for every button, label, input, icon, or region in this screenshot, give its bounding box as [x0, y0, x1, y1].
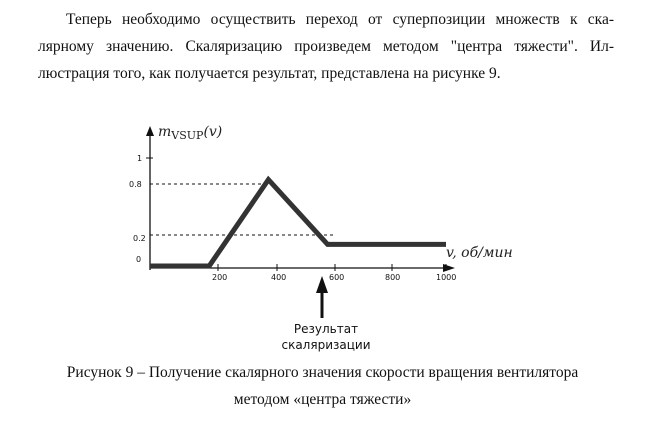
paragraph-line-1: Теперь необходимо осуществить переход от…	[66, 11, 614, 28]
series-line	[150, 175, 446, 269]
y-axis-label: mVSUP(v)	[158, 124, 222, 142]
y-tick-label-02: 0.2	[133, 234, 146, 243]
y-axis-label-arg: (v)	[203, 124, 222, 140]
x-ticks	[217, 264, 447, 271]
result-label-2: скаляризации	[281, 338, 370, 352]
x-tick-label-800: 800	[385, 273, 400, 282]
result-arrow-head	[316, 276, 328, 293]
x-tick-label-400: 400	[271, 273, 286, 282]
result-label-1: Результат	[294, 322, 358, 336]
y-tick-label-0: 0	[136, 255, 141, 264]
x-tick-label-600: 600	[329, 273, 344, 282]
body-paragraph: Теперь необходимо осуществить переход от…	[38, 6, 614, 87]
paragraph-line-3: люстрация того, как получается результат…	[38, 65, 501, 82]
y-axis-arrow	[146, 126, 154, 136]
y-tick-label-08: 0.8	[129, 180, 142, 189]
x-tick-label-200: 200	[212, 273, 227, 282]
paragraph-line-2: лярному значению. Скаляризацию произведе…	[38, 38, 614, 55]
figure-caption-line-2: методом «центра тяжести»	[233, 391, 412, 408]
figure-caption-line-1: Рисунок 9 – Получение скалярного значени…	[66, 364, 579, 381]
y-tick-label-1: 1	[137, 154, 142, 163]
membership-chart: mVSUP(v) v, об/мин 1 0.8 0.2 0 200 400 6…	[129, 124, 513, 352]
x-axis-label: v, об/мин	[446, 245, 513, 261]
x-axis-arrow	[443, 264, 455, 272]
y-axis-label-main: m	[158, 124, 171, 140]
x-tick-label-1000: 1000	[436, 273, 456, 282]
y-axis-label-sub: VSUP	[170, 129, 204, 142]
